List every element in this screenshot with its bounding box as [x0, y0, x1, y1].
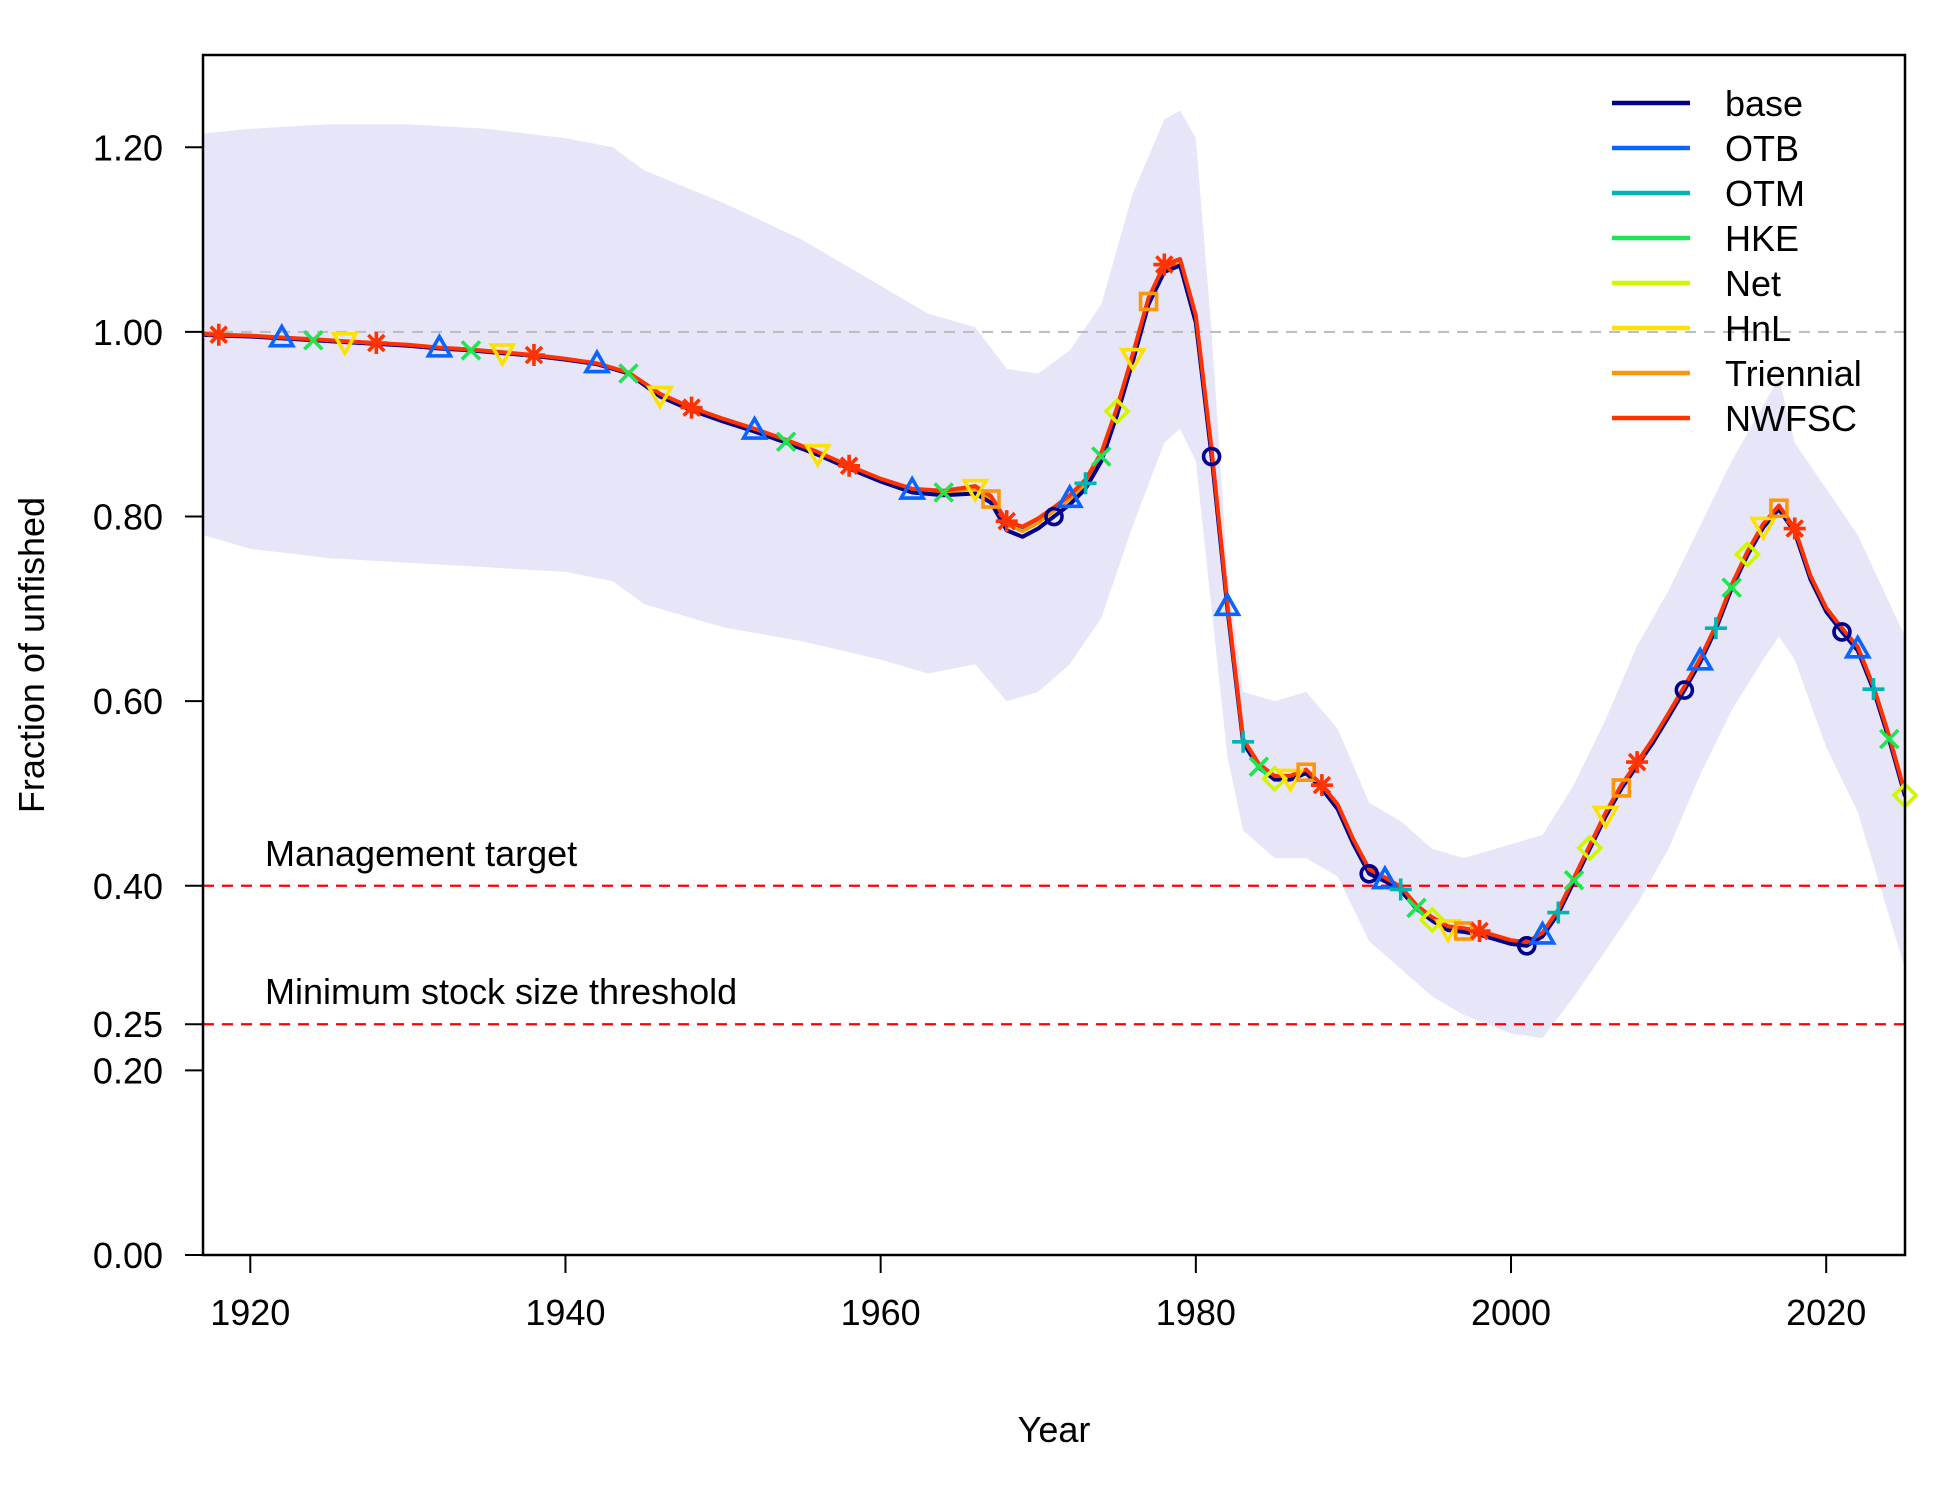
marker-x — [1248, 756, 1270, 777]
marker-circle — [1516, 935, 1537, 956]
y-tick-label: 0.40 — [93, 866, 163, 907]
marker-circle — [1201, 446, 1222, 467]
marker-x — [460, 340, 482, 361]
y-tick-label: 0.25 — [93, 1004, 163, 1045]
marker-asterisk — [1468, 920, 1491, 942]
legend-label: OTB — [1725, 128, 1799, 169]
marker-asterisk — [995, 510, 1018, 533]
marker-plus — [1389, 878, 1412, 901]
marker-triangle — [582, 348, 612, 374]
legend-label: NWFSC — [1725, 398, 1857, 439]
y-axis-title: Fraction of unfished — [11, 497, 52, 813]
reference-line-label: Minimum stock size threshold — [265, 971, 737, 1012]
marker-asterisk — [1783, 517, 1806, 540]
marker-square — [1296, 762, 1316, 783]
marker-plus — [1547, 901, 1570, 924]
x-tick-label: 1960 — [841, 1292, 921, 1333]
marker-x — [618, 363, 639, 384]
marker-asterisk — [365, 332, 388, 354]
marker-diamond — [1418, 906, 1446, 934]
y-tick-label: 0.60 — [93, 681, 163, 722]
marker-asterisk — [680, 396, 703, 419]
marker-square — [1138, 291, 1159, 312]
legend-label: Triennial — [1725, 353, 1862, 394]
marker-x — [303, 329, 324, 351]
marker-x — [775, 431, 797, 453]
marker-x — [1091, 446, 1112, 467]
y-tick-label: 0.20 — [93, 1050, 163, 1091]
marker-triangle-down — [1276, 768, 1305, 794]
marker-triangle — [425, 332, 454, 358]
marker-triangle — [1370, 864, 1400, 890]
x-tick-label: 1920 — [210, 1292, 290, 1333]
marker-circle — [1832, 622, 1852, 642]
marker-triangle-down — [1591, 805, 1620, 831]
marker-triangle — [1055, 483, 1084, 509]
marker-plus — [1862, 678, 1885, 701]
marker-diamond — [1103, 397, 1131, 425]
x-tick-label: 1940 — [525, 1292, 605, 1333]
reference-lines: Management target Minimum stock size thre… — [203, 330, 1905, 1026]
marker-triangle-down — [961, 478, 990, 504]
marker-diamond — [1576, 834, 1604, 862]
reference-line-label: Management target — [265, 833, 577, 874]
marker-asterisk — [207, 323, 230, 346]
x-axis: 1920 1940 1960 1980 2000 2020 — [210, 1254, 1866, 1333]
marker-x — [1721, 577, 1742, 598]
y-tick-label: 0.00 — [93, 1235, 163, 1276]
marker-asterisk — [522, 344, 545, 366]
marker-x — [1563, 869, 1585, 891]
legend-label: Net — [1725, 263, 1781, 304]
x-tick-label: 2020 — [1786, 1292, 1866, 1333]
marker-square — [1611, 778, 1632, 798]
marker-triangle-down — [645, 385, 675, 411]
series-markers — [207, 253, 1919, 956]
marker-circle — [1674, 680, 1695, 700]
interval-band — [203, 110, 1905, 1039]
marker-asterisk — [1153, 253, 1176, 276]
x-tick-label: 2000 — [1471, 1292, 1551, 1333]
marker-circle — [1359, 863, 1379, 884]
y-tick-label: 0.80 — [93, 497, 163, 538]
legend-label: HnL — [1725, 308, 1791, 349]
marker-x — [1406, 897, 1427, 919]
x-tick-label: 1980 — [1156, 1292, 1236, 1333]
marker-triangle — [1843, 633, 1872, 659]
marker-triangle-down — [488, 343, 517, 368]
marker-x — [1878, 728, 1900, 750]
marker-diamond — [1733, 540, 1761, 568]
marker-triangle — [1528, 920, 1557, 945]
marker-triangle-down — [1749, 516, 1778, 542]
marker-triangle-down — [803, 443, 832, 469]
legend-label: HKE — [1725, 218, 1799, 259]
marker-triangle — [1213, 591, 1242, 617]
marker-plus — [1074, 472, 1097, 495]
y-tick-label: 1.20 — [93, 127, 163, 168]
marker-triangle-down — [1118, 347, 1147, 373]
marker-triangle — [1686, 645, 1715, 671]
marker-triangle-down — [1433, 919, 1463, 944]
marker-asterisk — [1310, 774, 1333, 797]
y-axis: 0.00 0.20 0.25 0.40 0.60 0.80 1.00 1.20 — [93, 127, 204, 1276]
marker-x — [933, 482, 954, 503]
confidence-interval — [203, 110, 1905, 1039]
marker-plus — [1704, 617, 1727, 640]
marker-triangle — [267, 322, 296, 348]
marker-asterisk — [1626, 751, 1649, 774]
marker-triangle — [898, 475, 927, 500]
marker-square — [1769, 498, 1789, 519]
legend-label: base — [1725, 83, 1803, 124]
x-axis-title: Year — [1018, 1409, 1091, 1450]
marker-asterisk — [838, 454, 861, 477]
marker-triangle-down — [330, 332, 359, 357]
y-tick-label: 1.00 — [93, 312, 163, 353]
legend-label: OTM — [1725, 173, 1805, 214]
marker-triangle — [740, 415, 769, 440]
marker-square — [981, 489, 1001, 509]
marker-plus — [1232, 730, 1255, 753]
marker-circle — [1044, 506, 1064, 527]
